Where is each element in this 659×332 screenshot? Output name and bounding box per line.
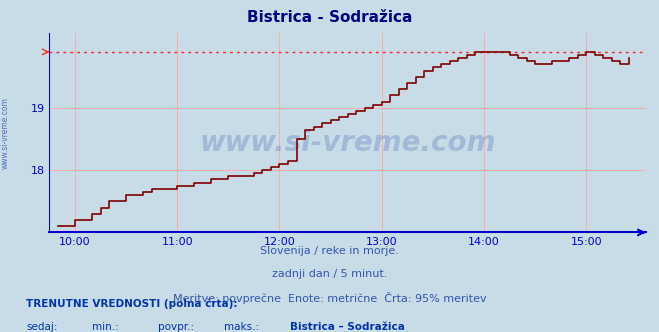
Text: zadnji dan / 5 minut.: zadnji dan / 5 minut. bbox=[272, 269, 387, 279]
Text: min.:: min.: bbox=[92, 322, 119, 332]
Text: sedaj:: sedaj: bbox=[26, 322, 58, 332]
Text: www.si-vreme.com: www.si-vreme.com bbox=[200, 129, 496, 157]
Text: Slovenija / reke in morje.: Slovenija / reke in morje. bbox=[260, 246, 399, 256]
Text: www.si-vreme.com: www.si-vreme.com bbox=[1, 97, 10, 169]
Text: TRENUTNE VREDNOSTI (polna črta):: TRENUTNE VREDNOSTI (polna črta): bbox=[26, 299, 238, 309]
Text: povpr.:: povpr.: bbox=[158, 322, 194, 332]
Text: Bistrica - Sodražica: Bistrica - Sodražica bbox=[247, 10, 412, 25]
Text: Meritve: povprečne  Enote: metrične  Črta: 95% meritev: Meritve: povprečne Enote: metrične Črta:… bbox=[173, 292, 486, 304]
Text: maks.:: maks.: bbox=[224, 322, 259, 332]
Text: Bistrica – Sodražica: Bistrica – Sodražica bbox=[290, 322, 405, 332]
